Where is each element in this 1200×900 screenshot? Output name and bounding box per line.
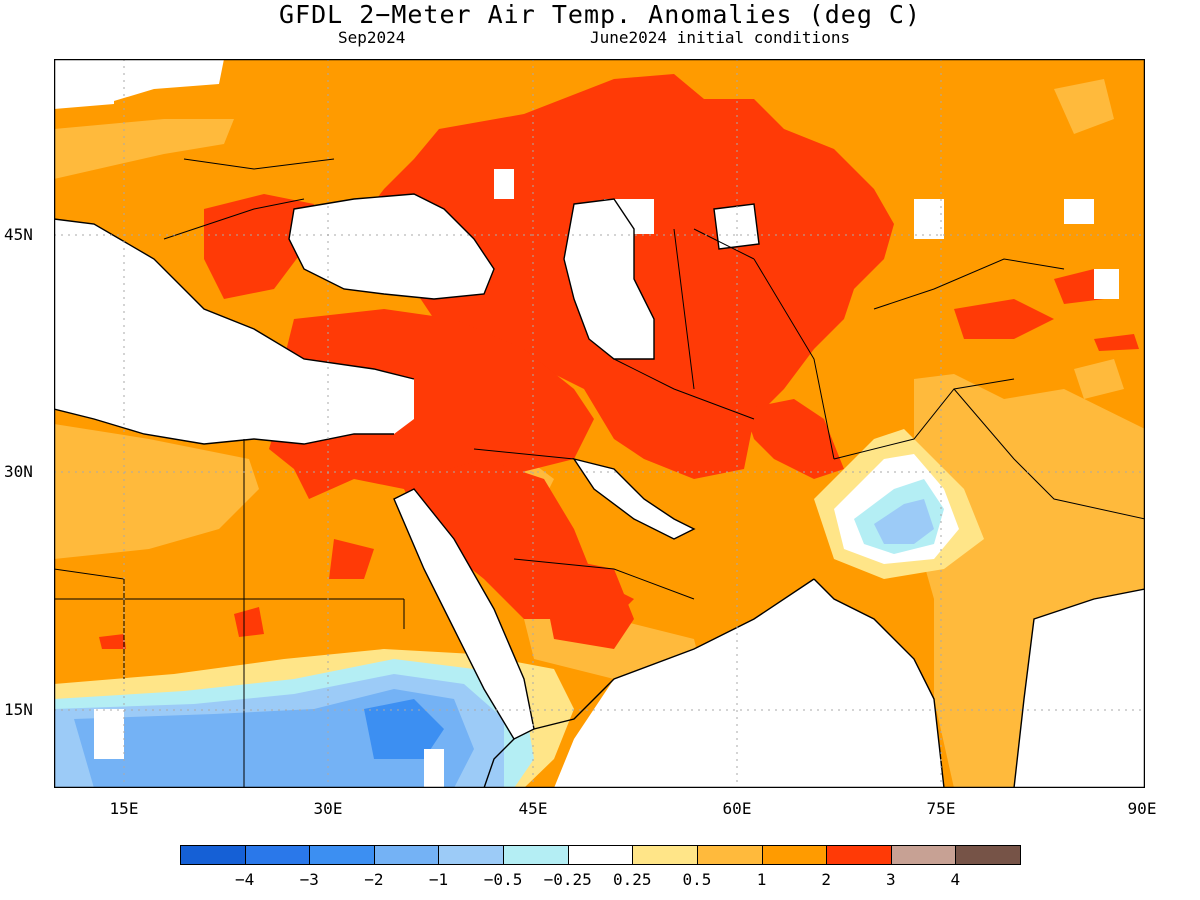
north-sea-cutout <box>54 59 114 109</box>
forecast-month: Sep2024 <box>338 28 406 47</box>
aral-sea <box>714 204 759 249</box>
lon-label-30e: 30E <box>313 799 343 818</box>
colorbar-label: −4 <box>234 870 255 889</box>
colorbar-label: 1 <box>756 870 767 889</box>
colorbar-swatch <box>180 845 246 865</box>
black-sea-coast <box>288 193 495 300</box>
persian-gulf <box>574 459 694 539</box>
map-canvas <box>53 58 1146 789</box>
europe-coast <box>53 218 415 380</box>
anomaly-map <box>53 58 1146 789</box>
black-sea <box>289 194 494 299</box>
map-frame <box>53 58 1146 789</box>
mediterranean-sea <box>54 219 414 444</box>
caspian-coast <box>563 198 655 360</box>
colorbar-label: −0.5 <box>483 870 523 889</box>
colorbar-label: 3 <box>885 870 896 889</box>
india-east-coast <box>1013 588 1146 789</box>
lon-label-75e: 75E <box>926 799 956 818</box>
initial-conditions: June2024 initial conditions <box>590 28 851 47</box>
colorbar-swatch <box>826 845 892 865</box>
colorbar-swatch <box>955 845 1021 865</box>
lat-label-30n: 30N <box>4 462 33 481</box>
red-sea <box>394 489 534 739</box>
persian-gulf-coast <box>572 457 696 540</box>
colorbar-label: −0.25 <box>543 870 592 889</box>
lat-label-15n: 15N <box>4 700 33 719</box>
colorbar-swatch <box>696 845 763 865</box>
colorbar-swatch <box>761 845 828 865</box>
graticule <box>54 59 1145 788</box>
colorbar-label: −3 <box>299 870 319 889</box>
colorbar <box>180 845 1021 867</box>
colorbar-swatch <box>503 845 569 865</box>
horn-africa-coast <box>483 738 515 789</box>
lon-label-60e: 60E <box>722 799 752 818</box>
colorbar-swatch <box>632 845 698 865</box>
africa-north-coast <box>53 408 394 445</box>
colorbar-swatch <box>309 845 375 865</box>
arabia-coast <box>533 578 815 730</box>
colorbar-label: 4 <box>950 870 961 889</box>
india-coast <box>813 578 945 789</box>
map-title: GFDL 2−Meter Air Temp. Anomalies (deg C) <box>278 0 922 29</box>
lon-label-45e: 45E <box>518 799 548 818</box>
colorbar-label: 2 <box>821 870 831 889</box>
lon-label-90e: 90E <box>1127 799 1157 818</box>
anomaly-negative-band <box>54 649 574 788</box>
caspian-sea <box>564 199 654 359</box>
colorbar-label: −2 <box>364 870 384 889</box>
aral-coast <box>713 203 760 250</box>
colorbar-swatch <box>567 845 634 865</box>
bay-of-bengal <box>1014 589 1145 788</box>
lon-label-15e: 15E <box>109 799 139 818</box>
colorbar-label: 0.5 <box>682 870 712 889</box>
colorbar-swatch <box>373 845 440 865</box>
colorbar-label: −1 <box>428 870 449 889</box>
sea-masks <box>54 59 1145 788</box>
north-cutout <box>94 59 224 104</box>
colorbar-label: 0.25 <box>613 870 652 889</box>
colorbar-swatch <box>438 845 505 865</box>
arabian-sea <box>554 579 944 788</box>
coastlines <box>53 193 1146 789</box>
colorbar-swatch <box>244 845 311 865</box>
colorbar-swatch <box>890 845 957 865</box>
lat-label-45n: 45N <box>4 225 33 244</box>
balkhash-lake <box>914 199 944 239</box>
